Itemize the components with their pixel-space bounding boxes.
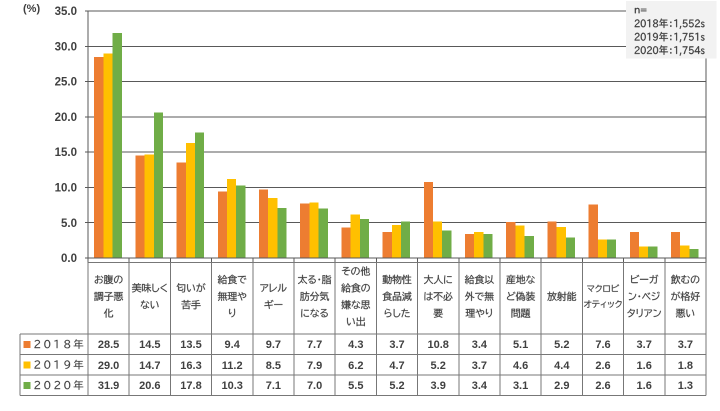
svg-text:7.0: 7.0 (307, 380, 322, 392)
svg-text:1.8: 1.8 (678, 360, 693, 372)
svg-text:4.4: 4.4 (554, 360, 570, 372)
svg-text:3.1: 3.1 (513, 380, 528, 392)
svg-text:35.0: 35.0 (55, 6, 77, 18)
svg-text:20.0: 20.0 (55, 112, 77, 124)
svg-text:3.7: 3.7 (389, 339, 404, 351)
svg-text:3.4: 3.4 (472, 380, 488, 392)
svg-text:1.3: 1.3 (678, 380, 693, 392)
svg-text:15.0: 15.0 (55, 147, 77, 159)
svg-text:3.9: 3.9 (431, 380, 446, 392)
svg-text:7.9: 7.9 (307, 360, 322, 372)
svg-text:8.5: 8.5 (266, 360, 281, 372)
svg-text:4.6: 4.6 (513, 360, 528, 372)
svg-text:2.6: 2.6 (595, 380, 610, 392)
svg-text:14.7: 14.7 (139, 360, 160, 372)
svg-text:10.3: 10.3 (221, 380, 242, 392)
svg-text:14.5: 14.5 (139, 339, 160, 351)
svg-text:30.0: 30.0 (55, 41, 77, 53)
svg-text:3.4: 3.4 (472, 339, 488, 351)
svg-text:0.0: 0.0 (61, 253, 77, 265)
svg-text:9.7: 9.7 (266, 339, 281, 351)
svg-text:7.7: 7.7 (307, 339, 322, 351)
svg-text:10.0: 10.0 (55, 183, 77, 195)
svg-text:5.2: 5.2 (431, 360, 446, 372)
svg-text:2.6: 2.6 (595, 360, 610, 372)
svg-text:1.6: 1.6 (637, 360, 652, 372)
svg-text:20.6: 20.6 (139, 380, 160, 392)
svg-text:13.5: 13.5 (180, 339, 201, 351)
svg-text:9.4: 9.4 (225, 339, 241, 351)
svg-text:3.7: 3.7 (678, 339, 693, 351)
svg-text:2.9: 2.9 (554, 380, 569, 392)
svg-text:31.9: 31.9 (98, 380, 119, 392)
svg-text:5.5: 5.5 (348, 380, 363, 392)
svg-text:29.0: 29.0 (98, 360, 119, 372)
svg-text:16.3: 16.3 (180, 360, 201, 372)
svg-text:5.1: 5.1 (513, 339, 528, 351)
svg-text:1.6: 1.6 (637, 380, 652, 392)
svg-text:3.7: 3.7 (472, 360, 487, 372)
svg-text:4.7: 4.7 (389, 360, 404, 372)
svg-text:4.3: 4.3 (348, 339, 363, 351)
svg-text:7.6: 7.6 (595, 339, 610, 351)
svg-text:(%): (%) (23, 3, 40, 15)
svg-text:5.2: 5.2 (554, 339, 569, 351)
svg-text:7.1: 7.1 (266, 380, 281, 392)
svg-text:5.2: 5.2 (389, 380, 404, 392)
svg-text:17.8: 17.8 (180, 380, 201, 392)
svg-text:6.2: 6.2 (348, 360, 363, 372)
svg-text:5.0: 5.0 (61, 218, 77, 230)
svg-text:11.2: 11.2 (222, 360, 243, 372)
svg-text:10.8: 10.8 (427, 339, 448, 351)
svg-text:25.0: 25.0 (55, 77, 77, 89)
svg-text:28.5: 28.5 (98, 339, 119, 351)
svg-text:3.7: 3.7 (637, 339, 652, 351)
